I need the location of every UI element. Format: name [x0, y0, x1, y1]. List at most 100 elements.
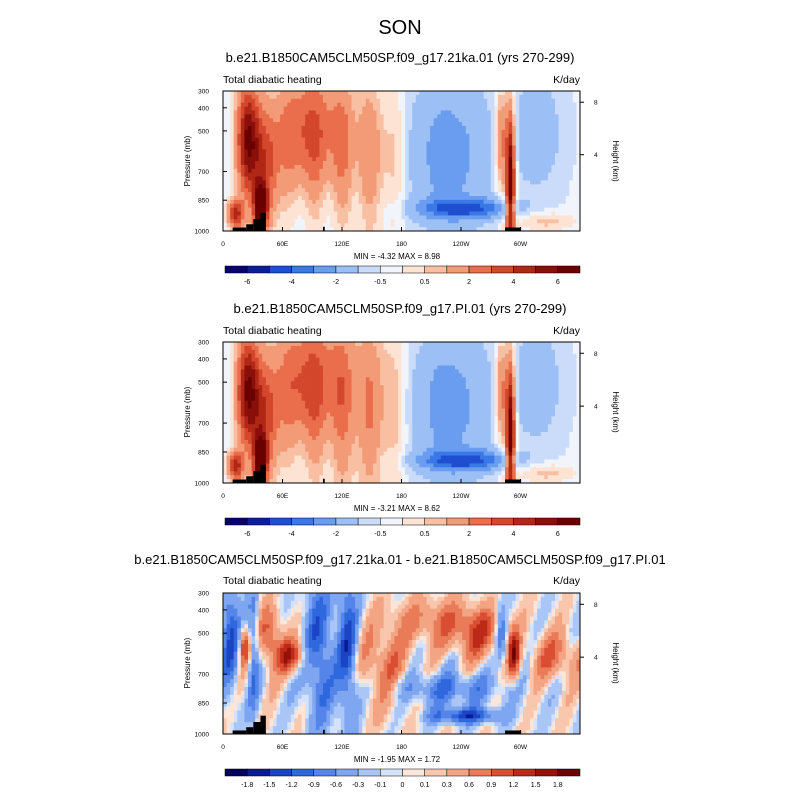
heatmap-cell	[401, 369, 406, 374]
heatmap-cell	[405, 149, 410, 154]
heatmap-cell	[265, 361, 270, 366]
heatmap-cell	[226, 137, 231, 142]
heatmap-cell	[333, 161, 338, 166]
heatmap-cell	[237, 215, 242, 220]
heatmap-cell	[508, 207, 513, 212]
heatmap-cell	[326, 196, 331, 201]
heatmap-cell	[265, 357, 270, 362]
heatmap-cell	[476, 381, 481, 386]
heatmap-cell	[272, 180, 277, 185]
heatmap-cell	[365, 102, 370, 107]
heatmap-cell	[522, 211, 527, 216]
heatmap-cell	[547, 377, 552, 382]
heatmap-cell	[572, 389, 577, 394]
heatmap-cell	[472, 137, 477, 142]
heatmap-cell	[576, 207, 581, 212]
heatmap-cell	[272, 161, 277, 166]
heatmap-cell	[347, 342, 352, 347]
heatmap-cell	[330, 353, 335, 359]
heatmap-cell	[422, 164, 427, 170]
heatmap-cell	[487, 373, 492, 378]
heatmap-cell	[297, 129, 302, 135]
heatmap-cell	[330, 385, 335, 390]
heatmap-cell	[555, 133, 559, 139]
x-tick-label: 60E	[277, 241, 289, 248]
heatmap-cell	[569, 180, 574, 185]
heatmap-cell	[255, 385, 260, 390]
heatmap-cell	[315, 377, 320, 382]
heatmap-cell	[226, 215, 231, 220]
heatmap-cell	[387, 106, 392, 111]
heatmap-cell	[512, 345, 517, 351]
heatmap-cell	[494, 345, 499, 351]
heatmap-cell	[312, 168, 317, 174]
heatmap-cell	[333, 94, 338, 100]
heatmap-cell	[337, 365, 342, 370]
heatmap-cell	[433, 157, 438, 162]
heatmap-cell	[462, 373, 467, 378]
heatmap-cell	[462, 145, 467, 150]
heatmap-cell	[433, 188, 438, 193]
heatmap-cell	[394, 164, 399, 170]
heatmap-cell	[340, 118, 345, 123]
heatmap-cell	[465, 227, 470, 232]
heatmap-cell	[540, 203, 545, 209]
heatmap-cell	[512, 164, 517, 170]
heatmap-cell	[233, 211, 238, 216]
heatmap-cell	[380, 141, 385, 146]
heatmap-cell	[397, 106, 402, 111]
heatmap-cell	[265, 385, 270, 390]
heatmap-cell	[362, 126, 367, 131]
heatmap-cell	[576, 164, 581, 170]
heatmap-cell	[572, 180, 577, 185]
heatmap-cell	[490, 342, 495, 347]
heatmap-cell	[540, 377, 545, 382]
heatmap-cell	[555, 342, 559, 347]
heatmap-cell	[544, 361, 549, 366]
heatmap-cell	[262, 381, 267, 386]
heatmap-cell	[426, 94, 431, 100]
heatmap-cell	[372, 215, 377, 220]
heatmap-cell	[558, 106, 563, 111]
heatmap-cell	[305, 353, 310, 359]
heatmap-cell	[380, 149, 385, 154]
heatmap-cell	[330, 199, 335, 205]
heatmap-cell	[522, 207, 527, 212]
heatmap-cell	[262, 385, 267, 390]
colorbar-swatch	[246, 265, 270, 274]
heatmap-cell	[451, 164, 456, 170]
heatmap-cell	[512, 91, 517, 96]
heatmap-cell	[422, 227, 427, 232]
heatmap-cell	[276, 369, 281, 374]
heatmap-cell	[337, 172, 342, 177]
heatmap-cell	[390, 188, 395, 193]
heatmap-cell	[505, 203, 509, 209]
heatmap-cell	[290, 184, 295, 189]
heatmap-cell	[576, 223, 581, 228]
heatmap-cell	[508, 153, 513, 158]
heatmap-cell	[333, 118, 338, 123]
heatmap-cell	[237, 199, 242, 205]
heatmap-cell	[519, 126, 524, 131]
heatmap-cell	[469, 345, 474, 351]
heatmap-cell	[294, 161, 299, 166]
heatmap-cell	[537, 118, 542, 123]
heatmap-cell	[497, 133, 502, 139]
heatmap-cell	[465, 157, 470, 162]
heatmap-cell	[465, 385, 470, 390]
heatmap-cell	[405, 349, 410, 355]
heatmap-cell	[430, 353, 435, 359]
heatmap-cell	[333, 137, 338, 142]
heatmap-cell	[519, 353, 524, 359]
heatmap-cell	[230, 168, 235, 174]
heatmap-cell	[269, 373, 274, 378]
heatmap-cell	[397, 94, 402, 100]
heatmap-cell	[347, 180, 352, 185]
heatmap-cell	[247, 192, 252, 197]
heatmap-cell	[437, 342, 442, 347]
heatmap-cell	[401, 153, 406, 158]
heatmap-cell	[351, 110, 356, 115]
heatmap-cell	[455, 102, 460, 107]
heatmap-cell	[233, 207, 238, 212]
